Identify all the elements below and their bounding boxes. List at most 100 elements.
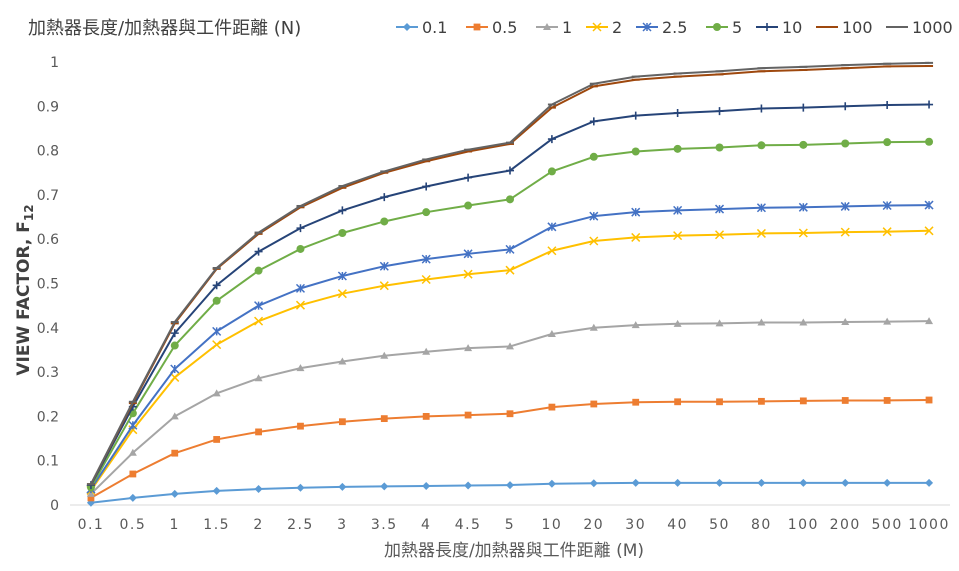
data-point — [338, 482, 347, 491]
y-axis-label-main: VIEW FACTOR, F — [14, 221, 34, 376]
data-point — [296, 224, 305, 233]
data-point — [841, 102, 850, 111]
y-tick-label: 0.4 — [37, 321, 59, 337]
data-point — [506, 195, 514, 204]
data-point — [254, 374, 263, 382]
legend-label: 1 — [562, 18, 572, 37]
data-point — [421, 274, 431, 285]
data-point — [757, 318, 766, 326]
data-point — [631, 147, 640, 156]
data-point — [296, 483, 305, 492]
data-point — [757, 141, 766, 150]
legend-label: 2.5 — [662, 18, 687, 37]
x-tick-label: 200 — [830, 517, 861, 533]
data-point — [505, 244, 515, 254]
data-point — [543, 23, 551, 30]
data-point — [506, 342, 514, 350]
data-point — [631, 478, 640, 487]
data-point — [925, 137, 934, 146]
data-point — [547, 246, 557, 256]
data-point — [380, 482, 389, 491]
data-point — [171, 449, 179, 457]
data-point — [87, 494, 95, 502]
data-point — [170, 372, 180, 382]
data-point — [547, 479, 556, 488]
data-point — [463, 249, 473, 259]
data-point — [547, 222, 557, 232]
series-line — [89, 64, 931, 486]
data-point — [840, 227, 850, 237]
data-point — [673, 478, 682, 487]
data-point — [642, 22, 652, 32]
series-line — [89, 103, 931, 487]
data-point — [798, 228, 808, 238]
data-point — [473, 23, 481, 31]
data-point — [464, 481, 473, 490]
data-point — [841, 478, 850, 487]
data-point — [170, 364, 180, 374]
legend-item-10: 10 — [756, 18, 802, 37]
data-point — [673, 144, 682, 153]
x-tick-label: 500 — [872, 517, 903, 533]
data-point — [254, 485, 263, 494]
data-point — [547, 330, 556, 338]
y-tick-label: 0.8 — [37, 144, 59, 160]
data-point — [713, 23, 721, 31]
data-point — [715, 143, 724, 152]
data-point — [841, 139, 850, 148]
data-point — [924, 226, 934, 236]
data-point — [589, 236, 599, 246]
y-tick-label: 0.7 — [37, 188, 59, 204]
data-point — [715, 319, 724, 327]
data-point — [841, 397, 849, 404]
data-point — [547, 135, 556, 144]
data-point — [799, 397, 807, 405]
data-point — [421, 254, 431, 264]
x-axis-ticks: 0.1 0.5 1 1.5 2 2.5 3 3.5 4 4.5 5 10 20 30 40 50 80 100 20… — [78, 517, 949, 533]
data-point — [170, 341, 179, 350]
data-point — [589, 152, 598, 161]
x-tick-label: 40 — [667, 517, 688, 533]
data-point — [338, 418, 346, 426]
data-point — [422, 413, 430, 420]
data-point — [631, 207, 641, 217]
legend-label: 2 — [612, 18, 622, 37]
x-tick-label: 10 — [541, 517, 562, 533]
y-axis-label: VIEW FACTOR, F12 — [14, 204, 36, 375]
data-point — [422, 208, 431, 217]
data-point — [589, 211, 599, 221]
series-10 — [86, 100, 934, 490]
data-point — [254, 247, 263, 256]
data-point — [756, 203, 766, 213]
data-point — [757, 104, 766, 113]
data-point — [212, 296, 221, 305]
data-point — [380, 217, 389, 226]
data-point — [128, 448, 137, 456]
x-tick-label: 50 — [709, 517, 730, 533]
data-point — [254, 316, 264, 326]
data-point — [757, 478, 766, 487]
y-tick-label: 0.1 — [37, 454, 59, 470]
legend-item-100: 100 — [816, 18, 873, 37]
legend-item-5: 5 — [706, 18, 742, 37]
data-point — [254, 301, 264, 311]
y-tick-label: 0.3 — [37, 365, 59, 381]
data-point — [506, 166, 514, 175]
data-point — [464, 173, 473, 182]
x-tick-label: 80 — [751, 517, 772, 533]
data-point — [799, 103, 808, 112]
data-point — [673, 231, 683, 241]
data-point — [506, 481, 514, 490]
data-point — [924, 200, 934, 210]
series-5 — [86, 137, 934, 492]
data-point — [464, 411, 472, 419]
y-axis-label-subscript: 12 — [22, 204, 36, 221]
data-point — [883, 138, 892, 147]
data-point — [592, 22, 602, 32]
data-point — [338, 206, 347, 215]
data-point — [841, 318, 850, 326]
chart-title: 加熱器長度/加熱器與工件距離 (N) — [28, 18, 301, 39]
x-tick-label: 3.5 — [371, 517, 398, 533]
y-tick-label: 0 — [50, 498, 59, 514]
data-point — [883, 100, 892, 109]
